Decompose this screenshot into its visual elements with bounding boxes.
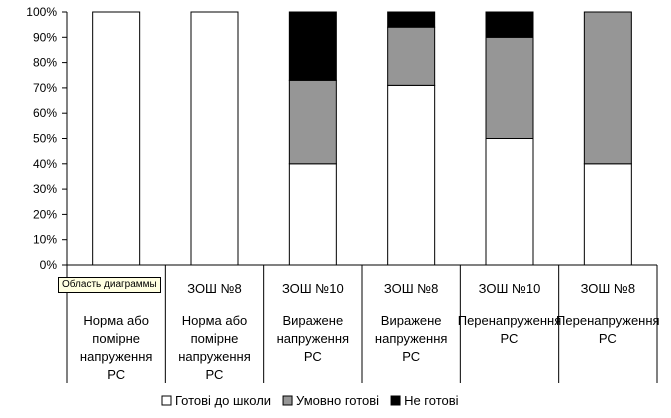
legend-label: Готові до школи bbox=[175, 393, 271, 408]
y-tick-label: 70% bbox=[33, 81, 57, 95]
x-category-label: ЗОШ №10 bbox=[282, 281, 344, 296]
y-tick-label: 100% bbox=[26, 5, 57, 19]
x-category-label: ЗОШ №8 bbox=[581, 281, 636, 296]
legend-swatch bbox=[390, 395, 401, 406]
x-category-label: Виражене bbox=[381, 313, 442, 328]
legend-swatch bbox=[282, 395, 293, 406]
y-tick-label: 40% bbox=[33, 157, 57, 171]
y-tick-label: 30% bbox=[33, 182, 57, 196]
x-category-label: Перенапруження bbox=[556, 313, 660, 328]
x-category-label: Норма або bbox=[182, 313, 248, 328]
x-category-label: напруження bbox=[80, 349, 153, 364]
bar-segment bbox=[387, 11, 436, 28]
y-tick-label: 10% bbox=[33, 233, 57, 247]
bar-segment bbox=[288, 11, 337, 81]
bar-segment bbox=[190, 11, 239, 266]
x-category-label: Норма або bbox=[83, 313, 149, 328]
x-category-label: ЗОШ №8 bbox=[384, 281, 439, 296]
bar-segment bbox=[288, 163, 337, 266]
x-category-label: РС bbox=[304, 349, 322, 364]
bar-segment bbox=[485, 36, 534, 139]
x-category-label: помірне bbox=[191, 331, 239, 346]
bar-segment bbox=[583, 163, 632, 266]
y-tick-label: 20% bbox=[33, 207, 57, 221]
x-category-label: помірне bbox=[92, 331, 140, 346]
bar-segment bbox=[288, 79, 337, 165]
bar-segment bbox=[485, 11, 534, 38]
legend-swatch bbox=[161, 395, 172, 406]
y-tick-label: 60% bbox=[33, 106, 57, 120]
x-category-label: Виражене bbox=[282, 313, 343, 328]
x-category-label: РС bbox=[206, 367, 224, 382]
bar-segment bbox=[583, 11, 632, 165]
chart-area-tooltip: Область диаграммы bbox=[58, 277, 161, 293]
x-category-label: ЗОШ №8 bbox=[187, 281, 242, 296]
x-category-label: напруження bbox=[375, 331, 448, 346]
x-category-label: РС bbox=[599, 331, 617, 346]
bar-segment bbox=[387, 26, 436, 86]
x-category-label: РС bbox=[107, 367, 125, 382]
bar-segment bbox=[485, 138, 534, 266]
y-tick-label: 80% bbox=[33, 56, 57, 70]
x-category-label: РС bbox=[402, 349, 420, 364]
x-category-label: напруження bbox=[178, 349, 251, 364]
y-tick-label: 50% bbox=[33, 132, 57, 146]
bar-segment bbox=[387, 84, 436, 266]
y-tick-label: 0% bbox=[40, 258, 58, 272]
legend-label: Не готові bbox=[404, 393, 459, 408]
legend-label: Умовно готові bbox=[296, 393, 379, 408]
y-tick-label: 90% bbox=[33, 30, 57, 44]
bar-segment bbox=[92, 11, 141, 266]
x-category-label: ЗОШ №10 bbox=[479, 281, 541, 296]
x-category-label: РС bbox=[501, 331, 519, 346]
x-category-label: напруження bbox=[277, 331, 350, 346]
x-category-label: Перенапруження bbox=[458, 313, 562, 328]
